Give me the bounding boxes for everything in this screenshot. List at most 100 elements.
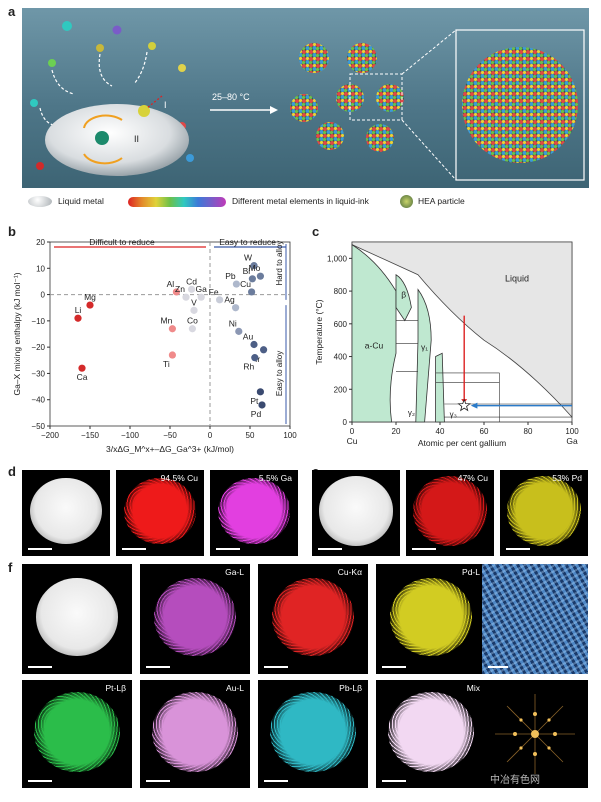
legend-elements: Different metal elements in liquid-ink [232, 196, 369, 206]
element-sphere [178, 64, 186, 72]
y-tick-label: −40 [31, 396, 45, 405]
x-tick-label: 80 [524, 427, 533, 436]
map-label: 94.5% Cu [160, 473, 198, 483]
step-I-label: I [164, 100, 167, 110]
point-mg [86, 301, 94, 309]
eds-map-94-5-cu: 94.5% Cu [116, 470, 204, 556]
gamma3-label: γ₃ [450, 410, 457, 419]
schematic-illustration: I II 25–80 °C [30, 21, 585, 181]
point-mn [168, 325, 176, 333]
x-tick-label: −200 [41, 431, 60, 440]
eds-map-mix: Mix [376, 680, 486, 788]
x-axis-label: 3/xΔG_M^x+–ΔG_Ga^3+ (kJ/mol) [106, 444, 234, 454]
map-label: Mix [466, 683, 480, 693]
fft-pattern-image: 中冶有色网 [482, 680, 588, 788]
map-label: Ga-L [225, 567, 244, 577]
x-end-right-label: Ga [566, 436, 578, 446]
map-label: 47% Cu [457, 473, 488, 483]
liquid-metal-icon [28, 196, 52, 207]
point-ni [235, 327, 243, 335]
point-cd [188, 285, 196, 293]
a-cu-label: a-Cu [365, 340, 384, 350]
legend: Liquid metal Different metal elements in… [28, 194, 588, 210]
particle-map [29, 477, 103, 545]
eds-map-pt-l-: Pt-Lβ [22, 680, 132, 788]
point-label-w: W [244, 253, 252, 263]
panel-label-c: c [312, 224, 320, 239]
x-tick-label: 0 [208, 431, 213, 440]
point-ga [197, 293, 205, 301]
point-label-ni: Ni [229, 318, 237, 328]
point-label-ti: Ti [163, 359, 170, 369]
haadf-image [22, 564, 132, 674]
y-tick-label: −10 [31, 317, 45, 326]
panel-label-b: b [8, 224, 16, 239]
eds-map-47-cu: 47% Cu [406, 470, 494, 556]
map-label: Cu-Kα [337, 567, 362, 577]
easy-alloy-label: Easy to alloy [275, 351, 284, 396]
point-label-zn: Zn [175, 284, 185, 294]
temperature-label: 25–80 °C [212, 92, 250, 102]
element-sphere [96, 44, 104, 52]
mixing-enthalpy-chart: Difficult to reduce Easy to reduce Hard to… [12, 237, 297, 454]
element-sphere [36, 162, 44, 170]
zoom-box [349, 73, 403, 121]
eds-map-cu-k-: Cu-Kα [258, 564, 368, 674]
y-tick-label: 400 [334, 353, 348, 362]
point-label-bi: Bi [243, 266, 251, 276]
point-label-mo: Mo [248, 263, 260, 273]
x-tick-label: 100 [283, 431, 297, 440]
y-tick-label: 200 [334, 385, 348, 394]
map-label: Pb-Lβ [339, 683, 362, 693]
y-tick-label: 1,000 [327, 254, 348, 263]
element-sphere [148, 42, 156, 50]
scale-bar [264, 666, 288, 668]
point-label-cd: Cd [186, 276, 197, 286]
point-label-ga: Ga [196, 284, 208, 294]
particle-map [272, 578, 354, 656]
point-fe [216, 296, 224, 304]
x-axis-label: Atomic per cent gallium [418, 438, 506, 448]
point-label-ca: Ca [77, 372, 88, 382]
legend-hea: HEA particle [418, 196, 465, 206]
scale-bar [122, 548, 146, 550]
a-cu-region [351, 243, 397, 423]
y-tick-label: 0 [41, 291, 46, 300]
nucleus-sphere [95, 131, 109, 145]
point-cu [248, 288, 256, 296]
schematic-panel: I II 25–80 °C [22, 8, 589, 188]
point-label-pt: Pt [250, 396, 259, 406]
x-tick-label: 50 [246, 431, 255, 440]
point-label-au: Au [243, 332, 254, 342]
point-pb [232, 280, 240, 288]
map-label: Pt-Lβ [105, 683, 126, 693]
y-axis-label: Temperature (°C) [314, 299, 324, 364]
y-tick-label: −20 [31, 343, 45, 352]
zoom-inset [455, 29, 585, 181]
hard-alloy-label: Hard to alloy [275, 241, 284, 286]
point-ir [260, 346, 268, 354]
point-mo [256, 272, 264, 280]
x-tick-label: −100 [121, 431, 140, 440]
particle-map [154, 578, 236, 656]
eds-map-pd-l: Pd-L [376, 564, 486, 674]
eds-map-pb-l-: Pb-Lβ [258, 680, 368, 788]
point-zn [182, 293, 190, 301]
point-label-v: V [191, 297, 197, 307]
element-sphere [186, 154, 194, 162]
eds-map-au-l: Au-L [140, 680, 250, 788]
point-label-fe: Fe [209, 287, 219, 297]
point-ca [78, 364, 86, 372]
map-label: 5.5% Ga [258, 473, 292, 483]
point-v [190, 306, 198, 314]
point-label-cu: Cu [240, 279, 251, 289]
scale-bar [28, 548, 52, 550]
liquid-metal-droplet [45, 104, 189, 176]
x-tick-label: −50 [163, 431, 177, 440]
panel-label-a: a [8, 4, 16, 19]
beta-region [395, 274, 412, 322]
hea-particle-large [462, 47, 578, 163]
gamma1-label: γ₁ [421, 342, 428, 352]
scale-bar [506, 548, 530, 550]
scale-bar [216, 548, 240, 550]
